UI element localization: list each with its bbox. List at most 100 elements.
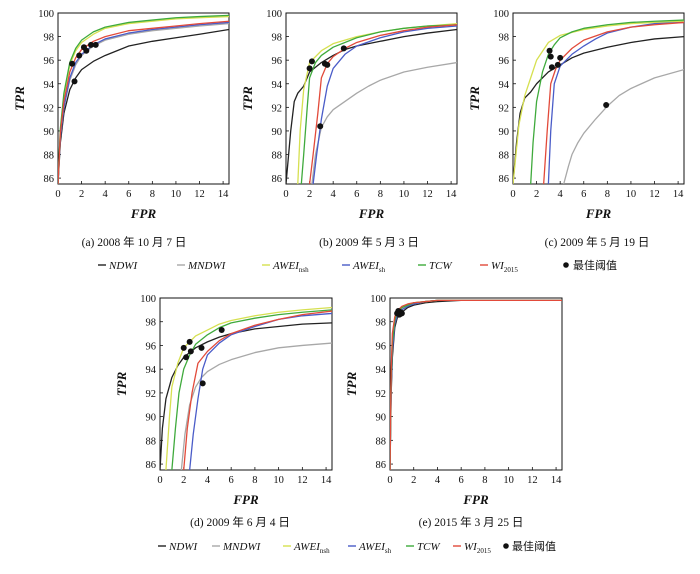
legend-bottom: NDWI MNDWI AWEInsh AWEIsh TCW WI2015 最佳阈…	[158, 539, 556, 555]
legend-label-mndwi: MNDWI	[187, 260, 227, 272]
optimal-threshold-point-b	[306, 65, 313, 72]
legend-label-aweinsh: AWEInsh	[272, 260, 309, 274]
y-axis-label-e: TPR	[344, 371, 359, 396]
optimal-threshold-point-d	[180, 344, 187, 351]
optimal-threshold-point-a	[71, 78, 78, 85]
optimal-threshold-point-b	[308, 58, 315, 65]
x-tick-label-c: 4	[558, 189, 564, 200]
y-tick-label-d: 86	[146, 460, 157, 471]
series-group-a	[58, 14, 229, 184]
y-axis-label-c: TPR	[467, 86, 482, 111]
x-tick-label-d: 2	[181, 475, 186, 486]
optimal-threshold-point-a	[76, 52, 83, 59]
roc-line-aweinsh-d	[165, 306, 332, 470]
optimal-threshold-point-d	[198, 344, 205, 351]
x-axis-label-b: FPR	[358, 206, 385, 221]
roc-line-wi2015-e	[390, 299, 562, 470]
y-tick-label-c: 96	[499, 56, 510, 67]
x-tick-label-e: 10	[503, 475, 514, 486]
legend-top: NDWI MNDWI AWEInsh AWEIsh TCW WI2015 最佳阈…	[98, 258, 617, 274]
series-group-e	[390, 299, 562, 470]
optimal-threshold-point-c	[548, 64, 555, 71]
x-tick-label-e: 4	[435, 475, 441, 486]
roc-line-ndwi-e	[390, 299, 562, 470]
x-tick-label-b: 2	[307, 189, 312, 200]
x-tick-label-b: 8	[378, 189, 383, 200]
x-tick-label-c: 8	[605, 189, 610, 200]
x-tick-label-a: 4	[103, 189, 109, 200]
y-tick-label-d: 88	[146, 436, 157, 447]
x-tick-label-a: 0	[55, 189, 60, 200]
y-tick-label-e: 88	[376, 436, 387, 447]
y-tick-label-c: 92	[499, 103, 510, 114]
x-tick-label-b: 12	[422, 189, 433, 200]
y-tick-label-e: 100	[370, 294, 386, 305]
y-tick-label-b: 94	[272, 80, 283, 91]
legend2-label-mndwi: MNDWI	[222, 541, 262, 553]
x-axis-label-d: FPR	[232, 492, 259, 507]
legend-marker-optimal	[563, 262, 569, 268]
y-tick-label-e: 90	[376, 413, 387, 424]
legend2-label-tcw: TCW	[417, 541, 440, 553]
caption-panel-d: (d) 2009 年 6 月 4 日	[190, 515, 290, 529]
y-tick-label-e: 98	[376, 318, 387, 329]
optimal-threshold-point-a	[92, 41, 99, 48]
y-tick-label-b: 92	[272, 103, 283, 114]
legend2-label-aweish-name: AWEI	[358, 541, 386, 553]
legend-label-aweinsh-name: AWEI	[272, 260, 300, 272]
roc-panel-e: 0 2 4 6 8 10 12 14 86 88 90 92 94 96 98 100 FPR TPR	[344, 294, 563, 507]
x-tick-label-c: 2	[534, 189, 539, 200]
y-tick-label-e: 96	[376, 341, 387, 352]
roc-line-tcw-e	[390, 299, 562, 470]
optimal-threshold-point-c	[546, 47, 553, 54]
optimal-threshold-point-a	[88, 41, 95, 48]
roc-line-aweinsh-b	[297, 22, 457, 184]
y-tick-label-c: 98	[499, 33, 510, 44]
y-tick-label-b: 100	[266, 9, 282, 20]
optimal-threshold-point-d	[199, 380, 206, 387]
x-tick-label-a: 6	[126, 189, 131, 200]
y-tick-label-d: 94	[146, 365, 157, 376]
y-tick-label-b: 86	[272, 174, 283, 185]
legend2-label-aweish: AWEIsh	[358, 541, 392, 555]
roc-line-tcw-a	[58, 14, 229, 184]
optimal-threshold-point-c	[603, 101, 610, 108]
roc-line-aweish-b	[312, 25, 457, 184]
legend2-marker-optimal	[503, 543, 509, 549]
y-tick-label-a: 92	[44, 103, 55, 114]
y-tick-label-d: 92	[146, 389, 157, 400]
series-group-c	[513, 19, 684, 184]
x-tick-label-d: 8	[252, 475, 257, 486]
x-axis-label-a: FPR	[130, 206, 157, 221]
series-group-b	[286, 22, 457, 184]
plot-frame-b	[285, 12, 458, 185]
y-tick-label-c: 94	[499, 80, 510, 91]
plot-frame-e	[389, 297, 563, 471]
x-tick-label-b: 6	[354, 189, 359, 200]
legend-label-wi2015: WI2015	[491, 260, 518, 274]
roc-line-aweish-c	[547, 21, 684, 184]
plot-frame-d	[159, 297, 333, 471]
y-axis-label-b: TPR	[240, 86, 255, 111]
roc-line-mndwi-d	[180, 342, 332, 470]
roc-line-wi2015-b	[308, 24, 457, 184]
legend2-label-wi2015: WI2015	[464, 541, 491, 555]
legend-label-aweish-sub: sh	[379, 266, 386, 274]
x-tick-label-a: 10	[171, 189, 182, 200]
x-tick-label-c: 14	[673, 189, 684, 200]
y-tick-label-a: 86	[44, 174, 55, 185]
roc-panel-d: 0 2 4 6 8 10 12 14 86 88 90 92 94 96 98 100 FPR TPR	[114, 294, 333, 507]
y-tick-label-e: 94	[376, 365, 387, 376]
y-tick-label-c: 100	[493, 9, 509, 20]
x-tick-label-a: 2	[79, 189, 84, 200]
legend-label-aweish-name: AWEI	[352, 260, 380, 272]
roc-line-aweish-d	[189, 312, 332, 470]
y-tick-label-d: 90	[146, 413, 157, 424]
roc-line-tcw-b	[300, 24, 457, 184]
x-tick-label-b: 14	[446, 189, 457, 200]
roc-panel-a: 0 2 4 6 8 10 12 14 86 88 90 92 94 96 98 100 FPR TPR	[12, 9, 230, 221]
roc-panel-b: 0 2 4 6 8 10 12 14 86 88 90 92 94 96 98 100 FPR TPR	[240, 9, 458, 221]
x-tick-label-b: 10	[399, 189, 410, 200]
